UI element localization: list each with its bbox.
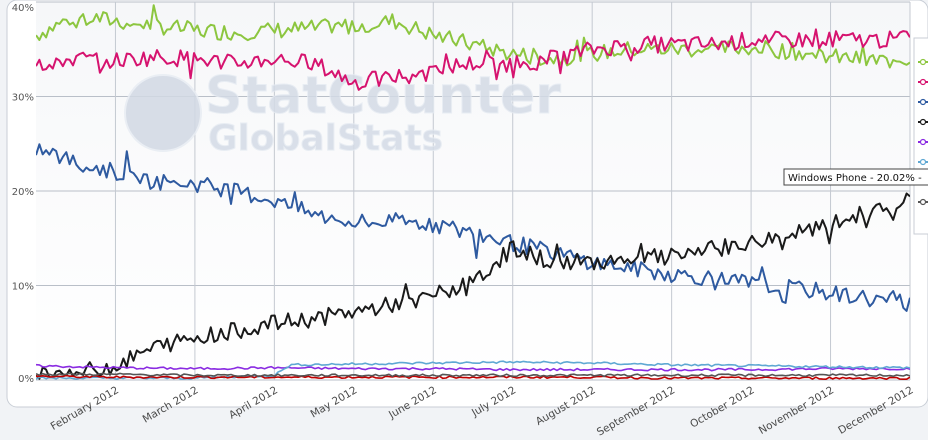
- legend-marker: [919, 158, 927, 166]
- y-tick-label: 40%: [12, 3, 34, 14]
- series-lightblue-line: [36, 360, 910, 380]
- y-tick-label: 0%: [18, 374, 34, 385]
- y-tick-label: 20%: [12, 187, 34, 198]
- legend-marker: [919, 138, 927, 146]
- tooltip-text: Windows Phone - 20.02% -: [788, 173, 922, 184]
- series-blue-line: [36, 143, 910, 312]
- legend-marker: [919, 198, 927, 206]
- series-green-line: [36, 4, 910, 69]
- y-axis: 0% 10% 20% 30% 40%: [12, 3, 34, 385]
- series-black-line: [36, 192, 910, 380]
- globe-icon: [124, 74, 202, 152]
- series-gray-line: [36, 372, 910, 378]
- series-purple-line: [36, 363, 910, 372]
- legend-marker: [919, 98, 927, 106]
- legend-marker: [919, 78, 927, 86]
- watermark: StatCounter GlobalStats: [124, 66, 562, 160]
- series-pink-line: [36, 28, 910, 91]
- watermark-line-2: GlobalStats: [208, 118, 443, 159]
- legend-marker: [919, 58, 927, 66]
- legend-panel: [913, 37, 928, 235]
- tooltip: Windows Phone - 20.02% -: [783, 168, 928, 186]
- y-tick-label: 10%: [12, 282, 34, 293]
- y-tick-label: 30%: [12, 93, 34, 104]
- grid-lines: [36, 1, 911, 381]
- series-red-line: [36, 374, 910, 380]
- series-group: [36, 4, 910, 380]
- watermark-line-1: StatCounter: [205, 66, 561, 126]
- legend: [913, 37, 928, 235]
- legend-marker: [919, 118, 927, 126]
